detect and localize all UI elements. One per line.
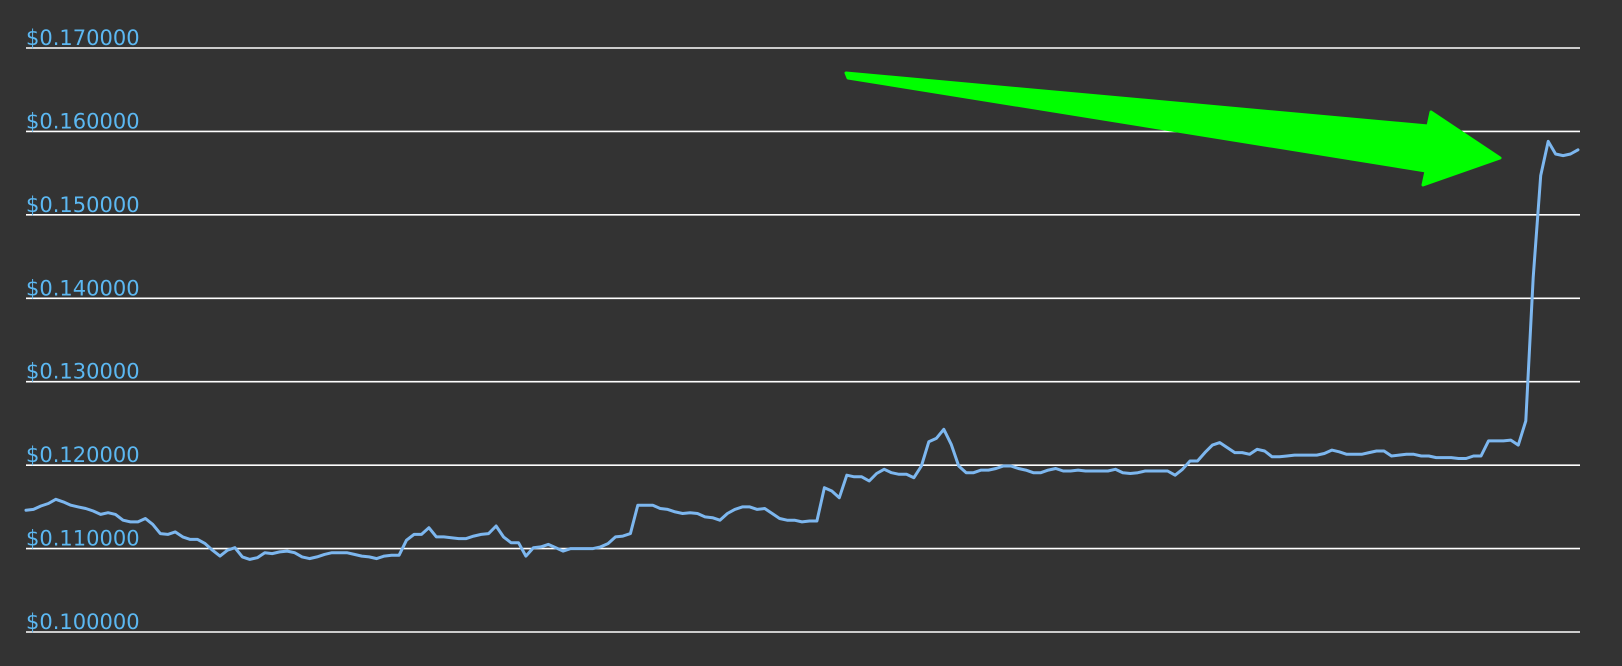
series-line-0 bbox=[24, 139, 1580, 561]
y-tick-label: $0.140000 bbox=[26, 276, 140, 300]
y-tick-label: $0.100000 bbox=[26, 610, 140, 634]
y-tick-label: $0.150000 bbox=[26, 193, 140, 217]
green-arrow-annotation bbox=[844, 71, 1502, 187]
y-axis-tick-labels: $0.170000 $0.160000 $0.150000 $0.140000 $0.1… bbox=[26, 26, 140, 634]
annotation-group bbox=[844, 71, 1502, 187]
series-line-group bbox=[24, 139, 1580, 561]
y-tick-label: $0.160000 bbox=[26, 109, 140, 133]
gridlines bbox=[26, 47, 1580, 633]
y-tick-label: $0.170000 bbox=[26, 26, 140, 50]
y-tick-label: $0.120000 bbox=[26, 443, 140, 467]
y-tick-label: $0.110000 bbox=[26, 527, 140, 551]
y-tick-label: $0.130000 bbox=[26, 360, 140, 384]
